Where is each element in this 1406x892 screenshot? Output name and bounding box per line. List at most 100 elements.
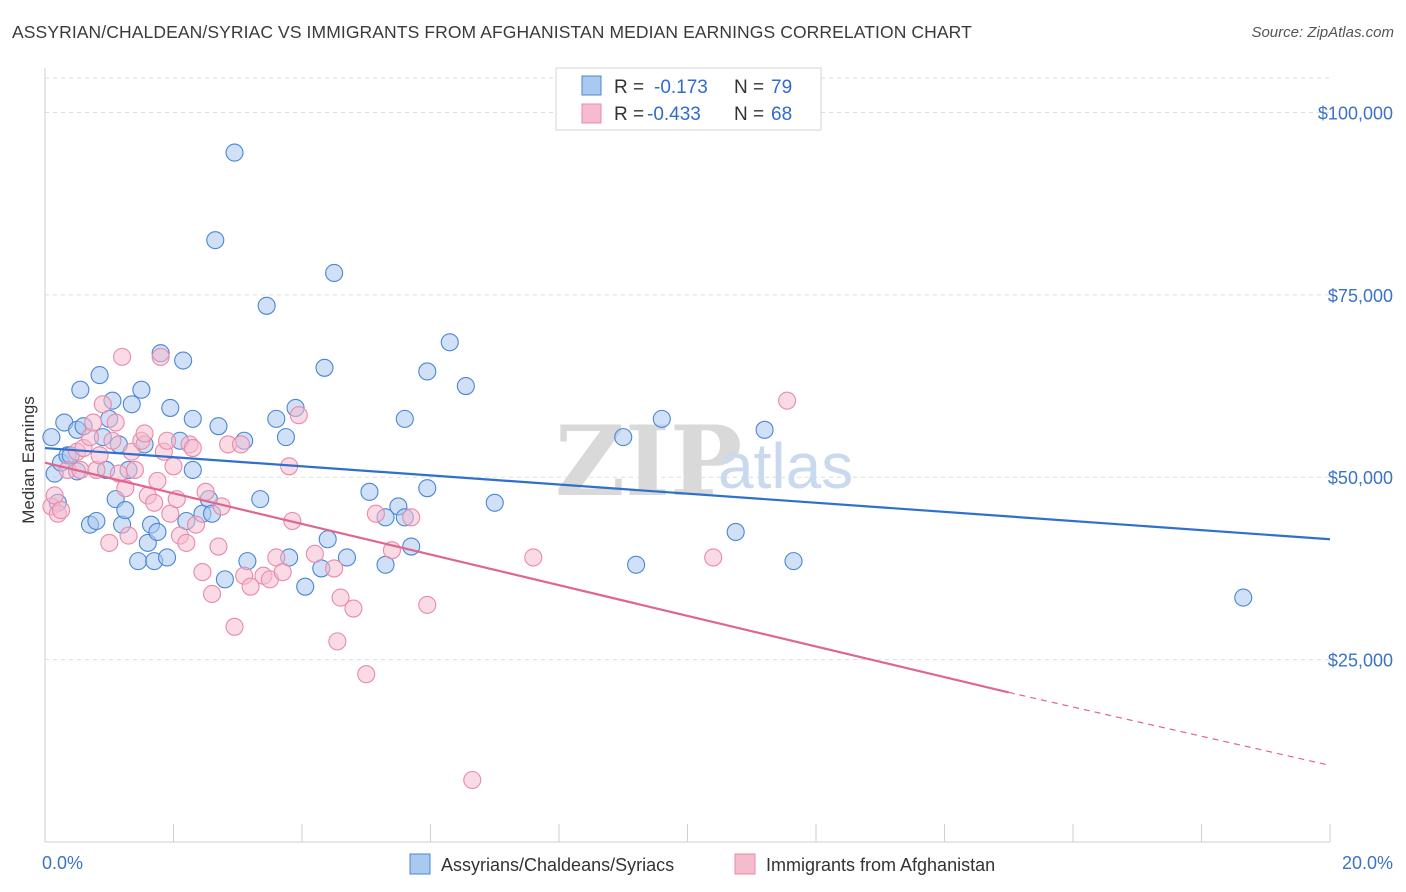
point-assyrian	[71, 380, 90, 399]
point-assyrian	[209, 417, 228, 436]
bottom-legend: Assyrians/Chaldeans/Syriacs Immigrants f…	[409, 853, 995, 875]
point-assyrian	[315, 358, 334, 377]
point-assyrian	[161, 398, 180, 417]
legend-box: R = -0.173 N = 79 R = -0.433 N = 68	[555, 67, 822, 131]
point-assyrian	[132, 380, 151, 399]
point-afghanistan	[84, 413, 103, 432]
watermark: ZIP atlas	[555, 405, 853, 518]
y-tick-label: $75,000	[1328, 286, 1393, 306]
point-afghanistan	[344, 599, 363, 618]
point-afghanistan	[135, 424, 154, 443]
point-assyrian	[122, 395, 141, 414]
point-assyrian	[360, 482, 379, 501]
point-assyrian	[318, 530, 337, 549]
legend-r-label-blue: R =	[614, 77, 644, 98]
point-afghanistan	[241, 577, 260, 596]
point-afghanistan	[93, 395, 112, 414]
point-afghanistan	[524, 548, 543, 567]
point-afghanistan	[193, 563, 212, 582]
point-assyrian	[87, 511, 106, 531]
point-afghanistan	[418, 595, 437, 614]
point-afghanistan	[357, 665, 376, 684]
source-credit: Source: ZipAtlas.com	[1251, 24, 1394, 41]
point-afghanistan	[103, 431, 122, 450]
point-afghanistan	[225, 617, 244, 636]
point-assyrian	[337, 548, 357, 567]
point-assyrian	[225, 143, 244, 162]
y-tick-label: $100,000	[1318, 103, 1393, 123]
point-afghanistan	[145, 493, 164, 512]
point-afghanistan	[148, 471, 167, 490]
point-assyrian	[183, 409, 202, 428]
legend-n-label-blue: N =	[734, 77, 764, 98]
point-assyrian	[129, 552, 148, 571]
trend-line-assyrian	[44, 446, 1331, 541]
point-afghanistan	[119, 526, 138, 545]
trend-line-afghanistan	[44, 461, 1010, 694]
point-afghanistan	[90, 446, 109, 465]
legend-r-label-pink: R =	[614, 104, 644, 125]
point-afghanistan	[100, 533, 119, 552]
point-assyrian	[325, 263, 344, 283]
x-tick-label-end: 20.0%	[1342, 853, 1393, 873]
point-assyrian	[418, 362, 437, 381]
y-axis-label: Median Earnings	[19, 396, 38, 524]
point-assyrian	[183, 460, 202, 479]
point-assyrian	[215, 570, 234, 589]
point-assyrian	[257, 296, 276, 315]
point-assyrian	[726, 522, 745, 542]
point-afghanistan	[778, 391, 797, 410]
point-afghanistan	[80, 428, 100, 447]
point-afghanistan	[273, 563, 292, 582]
point-afghanistan	[183, 439, 202, 458]
point-afghanistan	[704, 548, 723, 567]
bottom-legend-swatch-blue	[409, 853, 431, 875]
point-assyrian	[755, 420, 774, 439]
point-assyrian	[158, 548, 177, 567]
y-tick-label: $25,000	[1328, 651, 1393, 671]
point-assyrian	[440, 333, 459, 352]
point-afghanistan	[186, 515, 206, 534]
point-assyrian	[395, 409, 414, 428]
points-layer	[42, 143, 1253, 790]
point-assyrian	[42, 428, 61, 447]
point-afghanistan	[231, 435, 251, 454]
legend-r-value-pink: -0.433	[647, 104, 701, 125]
point-afghanistan	[164, 457, 183, 476]
legend-n-value-pink: 68	[771, 104, 792, 125]
point-afghanistan	[125, 460, 144, 479]
point-assyrian	[485, 493, 504, 512]
point-assyrian	[784, 552, 803, 571]
point-assyrian	[296, 577, 315, 596]
legend-n-value-blue: 79	[771, 77, 792, 98]
legend-swatch-pink	[581, 103, 602, 124]
legend-r-value-blue: -0.173	[654, 77, 708, 98]
point-assyrian	[418, 479, 437, 498]
point-assyrian	[206, 231, 225, 250]
watermark-atlas: atlas	[718, 430, 853, 502]
point-afghanistan	[196, 482, 215, 501]
point-afghanistan	[209, 537, 228, 556]
point-afghanistan	[52, 501, 71, 520]
trend-line-afghanistan-extrapolated	[1008, 691, 1331, 766]
point-assyrian	[148, 522, 167, 542]
point-assyrian	[627, 555, 646, 574]
point-afghanistan	[305, 544, 324, 563]
point-afghanistan	[328, 632, 347, 651]
point-afghanistan	[151, 347, 170, 366]
point-assyrian	[116, 501, 135, 520]
point-assyrian	[90, 366, 109, 385]
point-assyrian	[251, 490, 270, 509]
point-assyrian	[1234, 588, 1253, 607]
point-afghanistan	[325, 559, 344, 578]
point-assyrian	[267, 409, 286, 428]
axes-layer: $25,000 $50,000 $75,000 $100,000 0.0% 20.0%	[42, 68, 1393, 873]
watermark-zip: ZIP	[555, 405, 742, 518]
bottom-legend-swatch-pink	[734, 853, 756, 875]
x-tick-label-start: 0.0%	[42, 853, 83, 873]
page-title: ASSYRIAN/CHALDEAN/SYRIAC VS IMMIGRANTS F…	[12, 22, 972, 42]
point-assyrian	[614, 428, 633, 447]
point-assyrian	[652, 409, 671, 428]
point-afghanistan	[106, 413, 125, 432]
